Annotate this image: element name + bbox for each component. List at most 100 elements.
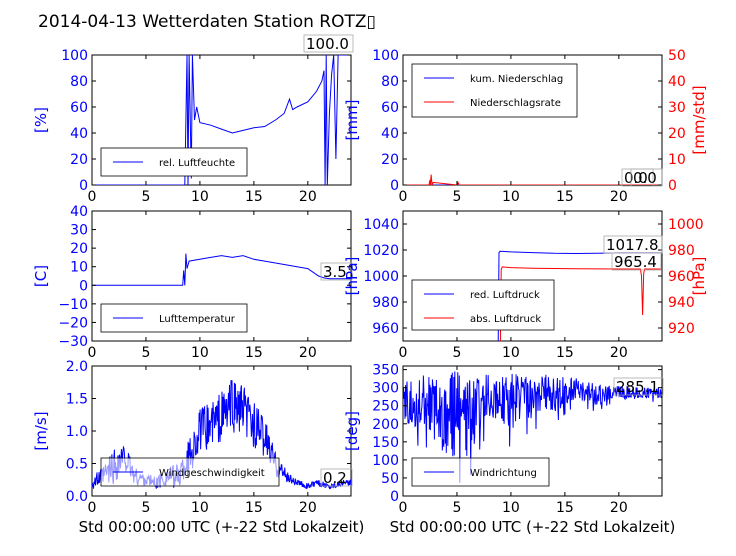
annotation-box — [320, 262, 353, 281]
y-tick-label: 150 — [372, 435, 399, 451]
subplot-4: 0 5 10 15 20 960 980 1000 1020 1040 920 940 960 980 10… — [343, 210, 708, 361]
annotation-box — [303, 34, 354, 53]
subplot-2: 0 5 10 15 20 0 20 40 60 80 100 0 10 20 30 40 50 [mm] [mm/s… — [343, 48, 708, 205]
subplot-5: 0 5 10 15 20 0.0 0.5 1.0 1.5 2.0 [m/s] Std 00:00:00… — [32, 359, 364, 536]
y-right-axis-label: [hPa] — [690, 257, 708, 296]
x-tick-label: 0 — [399, 189, 408, 205]
y-right-tick-label: 10 — [668, 152, 686, 168]
x-tick-label: 10 — [191, 500, 209, 516]
annotation-text: 3.5 — [323, 263, 347, 281]
annotation-text: 285.1 — [616, 378, 659, 396]
y-axis-label: [hPa] — [343, 257, 361, 296]
y-right-tick-label: 960 — [668, 269, 695, 285]
y-tick-label: 20 — [70, 152, 88, 168]
y-right-tick-label: 0 — [668, 178, 677, 194]
x-tick-label: 5 — [452, 500, 461, 516]
y-tick-label: 1.0 — [66, 424, 88, 440]
last-value-annotation: 0.0 — [630, 168, 663, 187]
annotation-text: 965.4 — [614, 253, 657, 271]
last-value-annotation: 965.4 — [611, 252, 662, 271]
x-tick-label: 10 — [191, 189, 209, 205]
x-tick-label: 20 — [610, 345, 628, 361]
x-tick-label: 5 — [141, 500, 150, 516]
y-axis-label: [C] — [32, 265, 50, 287]
x-tick-label: 15 — [556, 500, 574, 516]
x-tick-label: 15 — [556, 345, 574, 361]
x-tick-label: 20 — [299, 500, 317, 516]
annotation-box — [613, 377, 664, 396]
legend: Lufttemperatur — [100, 303, 248, 333]
annotation-text: 0.0 — [624, 169, 648, 187]
y-tick-label: 30 — [70, 223, 88, 239]
y-tick-label: 300 — [372, 381, 399, 397]
annotation-text: 0.0 — [633, 169, 657, 187]
y-tick-label: 60 — [381, 100, 399, 116]
y-right-tick-label: 920 — [668, 321, 695, 337]
y-right-tick-label: 980 — [668, 243, 695, 259]
legend: Windrichtung — [411, 457, 550, 487]
y-tick-label: 250 — [372, 399, 399, 415]
annotation-text: 0.2 — [323, 469, 347, 487]
x-axis-label: Std 00:00:00 UTC (+-22 Std Lokalzeit) — [390, 518, 676, 536]
legend-frame — [411, 279, 555, 331]
x-tick-label: 5 — [452, 345, 461, 361]
x-tick-label: 10 — [191, 345, 209, 361]
last-value-annotation: 285.1 — [613, 377, 664, 396]
y-tick-label: 2.0 — [66, 359, 88, 375]
subplot-1: 0 5 10 15 20 0 20 40 60 80 100 [%] rel. Luftfeuchte 1… — [32, 34, 354, 205]
y-tick-label: −10 — [58, 297, 88, 313]
last-value-annotation: 0.2 — [320, 468, 353, 487]
y-tick-label: 40 — [70, 204, 88, 220]
annotation-box — [611, 252, 662, 271]
y-tick-label: 60 — [70, 100, 88, 116]
y-tick-label: 20 — [381, 152, 399, 168]
y-right-tick-label: 1000 — [668, 217, 704, 233]
legend-label: kum. Niederschlag — [470, 74, 563, 85]
x-tick-label: 5 — [141, 189, 150, 205]
y-right-tick-label: 30 — [668, 100, 686, 116]
series-line-1 — [92, 253, 351, 286]
y-tick-label: 100 — [61, 48, 88, 64]
y-right-axis-label: [mm/std] — [690, 85, 708, 154]
x-tick-label: 10 — [502, 500, 520, 516]
x-tick-label: 20 — [610, 500, 628, 516]
x-tick-label: 20 — [299, 189, 317, 205]
y-tick-label: 200 — [372, 417, 399, 433]
y-right-tick-label: 20 — [668, 126, 686, 142]
series-line-2 — [499, 266, 662, 341]
x-axis-label: Std 00:00:00 UTC (+-22 Std Lokalzeit) — [79, 518, 365, 536]
y-tick-label: 0 — [79, 178, 88, 194]
y-tick-label: 10 — [70, 260, 88, 276]
y-tick-label: 40 — [381, 126, 399, 142]
x-tick-label: 15 — [245, 189, 263, 205]
y-tick-label: 1040 — [363, 217, 399, 233]
annotation-text: 100.0 — [306, 35, 349, 53]
y-tick-label: 80 — [381, 74, 399, 90]
annotation-box — [320, 468, 353, 487]
figure-title: 2014-04-13 Wetterdaten Station ROTZ▯ — [38, 12, 376, 32]
last-value-annotation: 100.0 — [303, 34, 354, 53]
x-tick-label: 0 — [88, 345, 97, 361]
legend-label: rel. Luftfeuchte — [159, 158, 235, 169]
legend: rel. Luftfeuchte — [100, 147, 248, 177]
legend-label: Niederschlagsrate — [470, 98, 561, 109]
y-right-tick-label: 40 — [668, 74, 686, 90]
legend: red. Luftdruck abs. Luftdruck — [411, 279, 555, 331]
y-axis-label: [m/s] — [32, 411, 50, 450]
x-tick-label: 0 — [88, 500, 97, 516]
y-tick-label: 0 — [79, 278, 88, 294]
y-tick-label: 0 — [390, 489, 399, 505]
y-tick-label: 960 — [372, 321, 399, 337]
y-axis-label: [%] — [32, 107, 50, 133]
y-tick-label: 980 — [372, 295, 399, 311]
y-tick-label: 80 — [70, 74, 88, 90]
x-tick-label: 15 — [245, 500, 263, 516]
y-tick-label: 0.0 — [66, 489, 88, 505]
x-tick-label: 5 — [141, 345, 150, 361]
last-value-annotation: 3.5 — [320, 262, 353, 281]
legend-label: Windgeschwindigkeit — [159, 468, 265, 479]
x-tick-label: 5 — [452, 189, 461, 205]
y-tick-label: 100 — [372, 453, 399, 469]
last-value-annotation: 1017.8 — [603, 235, 663, 254]
